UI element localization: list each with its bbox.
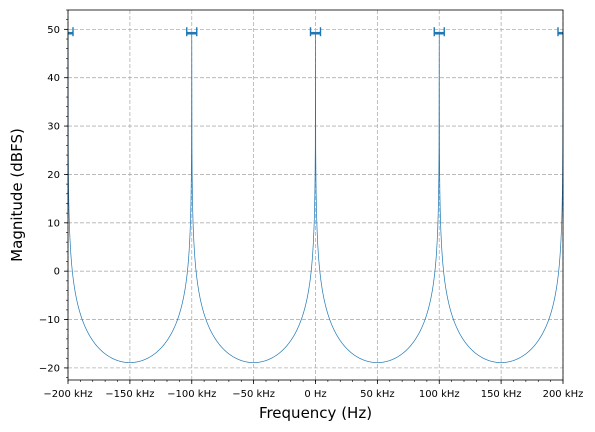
x-tick-label: −150 kHz <box>105 389 154 400</box>
passband-marker <box>186 27 198 37</box>
passband-marker <box>68 27 74 37</box>
y-axis-label: Magnitude (dBFS) <box>8 128 26 262</box>
passband-marker <box>433 27 445 37</box>
x-tick-label: 50 kHz <box>360 389 394 400</box>
x-tick-label: 100 kHz <box>419 389 460 400</box>
y-tick-label: 0 <box>54 267 60 278</box>
x-tick-label: 200 kHz <box>543 389 584 400</box>
passband-marker <box>557 27 563 37</box>
passband-marker <box>309 27 322 37</box>
y-tick-label: 30 <box>47 122 60 133</box>
y-tick-label: 20 <box>47 170 60 181</box>
y-tick-label: 40 <box>47 73 60 84</box>
x-axis-label: Frequency (Hz) <box>259 404 372 422</box>
plot-area <box>67 27 564 363</box>
x-tick-label: −200 kHz <box>43 389 92 400</box>
x-tick-label: 150 kHz <box>481 389 522 400</box>
x-tick-label: −100 kHz <box>167 389 216 400</box>
y-tick-label: 50 <box>47 25 60 36</box>
x-tick-label: 0 Hz <box>304 389 326 400</box>
y-tick-label: −20 <box>39 363 60 374</box>
y-tick-label: −10 <box>39 315 60 326</box>
x-tick-label: −50 kHz <box>232 389 275 400</box>
y-tick-label: 10 <box>47 218 60 229</box>
axis-ticks: −200 kHz −150 kHz −100 kHz −50 kHz 0 Hz 50 kH… <box>39 9 584 400</box>
